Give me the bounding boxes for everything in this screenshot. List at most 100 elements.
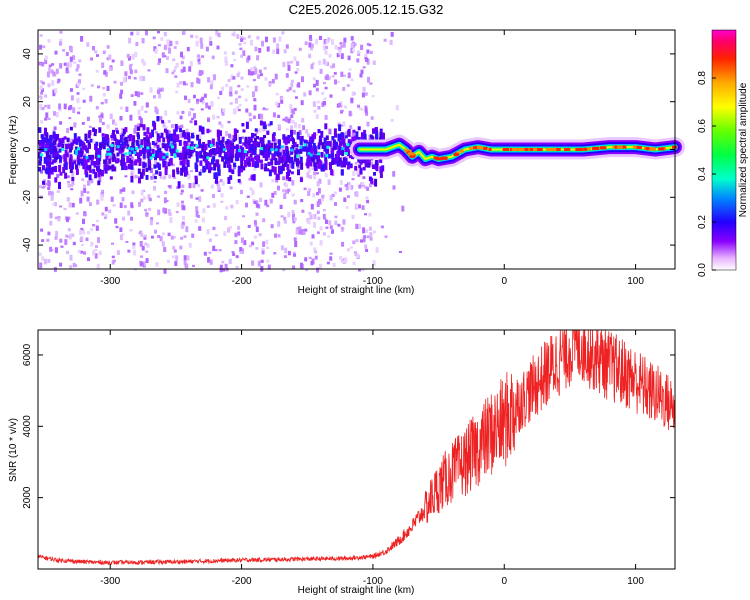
spectrogram-noise-cell bbox=[111, 260, 115, 265]
spectrogram-noise-cell bbox=[172, 58, 176, 62]
spectrogram-noise-cell bbox=[310, 43, 314, 48]
spectrogram-noise-cell bbox=[85, 237, 89, 242]
spectrogram-noise-cell bbox=[154, 48, 158, 54]
spectrogram-band-cell bbox=[196, 134, 200, 141]
spectrogram-band-cell bbox=[176, 170, 180, 175]
spectrogram-band-cell bbox=[80, 160, 84, 166]
spectrogram-noise-cell bbox=[287, 188, 291, 192]
spectrogram-band-cell bbox=[273, 151, 277, 156]
spectrogram-noise-cell bbox=[139, 261, 143, 267]
spectrogram-band-cell bbox=[220, 140, 224, 145]
spectrogram-noise-cell bbox=[165, 200, 169, 202]
spectrogram-noise-cell bbox=[259, 73, 263, 77]
spectrogram-noise-cell bbox=[212, 226, 216, 230]
spectrogram-band-cell bbox=[112, 153, 116, 160]
spectrogram-band-cell bbox=[216, 144, 220, 152]
spectrogram-noise-cell bbox=[136, 123, 140, 129]
spectrogram-band-cell bbox=[151, 129, 154, 138]
spectrogram-band-cell bbox=[242, 142, 246, 146]
spectrogram-band-cell bbox=[239, 145, 243, 152]
spectrogram-noise-cell bbox=[131, 53, 135, 60]
spectrogram-band-cell bbox=[119, 150, 123, 154]
spectrogram-band-cell bbox=[207, 140, 211, 146]
spectrogram-noise-cell bbox=[152, 149, 156, 156]
spectrogram-band-cell bbox=[360, 136, 364, 140]
spectrogram-band-cell bbox=[145, 167, 149, 172]
spectrogram-noise-cell bbox=[267, 123, 271, 127]
spectrogram-band-cell bbox=[309, 162, 313, 167]
spectrogram-noise-cell bbox=[46, 71, 50, 78]
spectrogram-noise-cell bbox=[203, 251, 207, 256]
spectrogram-noise-cell bbox=[112, 119, 115, 125]
spectrogram-noise-cell bbox=[283, 216, 287, 221]
spectrogram-band-cell bbox=[137, 144, 141, 149]
spectrogram-noise-cell bbox=[301, 209, 305, 213]
spectrogram-noise-cell bbox=[355, 223, 359, 230]
spectrogram-noise-cell bbox=[249, 187, 253, 191]
spectrogram-noise-cell bbox=[39, 80, 43, 83]
spectrogram-noise-cell bbox=[245, 202, 248, 208]
spectrogram-noise-cell bbox=[76, 97, 80, 104]
spectrogram-noise-cell bbox=[142, 262, 146, 267]
spectrogram-noise-cell bbox=[139, 75, 143, 82]
spectrogram-band-cell bbox=[221, 143, 225, 148]
spectrogram-noise-cell bbox=[122, 187, 126, 192]
spectrogram-noise-cell bbox=[195, 211, 199, 217]
spectrogram-noise-cell bbox=[262, 218, 266, 223]
spectrogram-band-cell bbox=[249, 143, 253, 152]
spectrogram-noise-cell bbox=[318, 198, 321, 205]
spectrogram-noise-cell bbox=[277, 185, 280, 191]
spectrogram-noise-cell bbox=[214, 234, 218, 237]
spectrogram-band-cell bbox=[103, 164, 107, 171]
spectrogram-noise-cell bbox=[333, 191, 337, 195]
spectrogram-band-cell bbox=[122, 153, 126, 157]
spectrogram-band-cell bbox=[173, 143, 177, 150]
spectrogram-noise-cell bbox=[130, 216, 133, 221]
spectrogram-band-peak bbox=[206, 156, 210, 160]
spectrogram-noise-cell bbox=[218, 249, 222, 252]
spectrogram-band-cell bbox=[317, 145, 321, 150]
spectrogram-band-cell bbox=[251, 157, 255, 165]
spectrogram-noise-cell bbox=[321, 162, 324, 166]
spectrogram-noise-cell bbox=[325, 40, 329, 44]
colorbar-ticks: 0.00.20.40.60.8 bbox=[697, 71, 716, 277]
spectrogram-noise-cell bbox=[238, 103, 242, 107]
spectrogram-noise-cell bbox=[227, 120, 231, 124]
spectrogram-xtick-label: -100 bbox=[363, 276, 383, 287]
spectrogram-noise-cell bbox=[170, 235, 174, 240]
spectrogram-band-cell bbox=[199, 150, 203, 159]
spectrogram-noise-cell bbox=[102, 93, 106, 97]
spectrogram-noise-cell bbox=[172, 245, 176, 250]
spectrogram-band-cell bbox=[340, 169, 344, 176]
spectrogram-band-cell bbox=[101, 137, 105, 142]
spectrogram-band-cell bbox=[312, 154, 316, 161]
spectrogram-noise-cell bbox=[159, 236, 163, 242]
spectrogram-noise-cell bbox=[86, 231, 90, 235]
spectrogram-noise-cell bbox=[237, 108, 241, 112]
spectrogram-noise-cell bbox=[302, 231, 306, 235]
spectrogram-noise-cell bbox=[190, 34, 194, 38]
spectrogram-band-cell bbox=[293, 141, 297, 148]
spectrogram-band-peak bbox=[325, 154, 329, 158]
spectrogram-band-cell bbox=[268, 169, 272, 177]
spectrogram-noise-cell bbox=[125, 241, 129, 243]
spectrogram-band-cell bbox=[164, 166, 168, 170]
spectrogram-noise-cell bbox=[262, 241, 266, 247]
spectrogram-band-cell bbox=[113, 166, 117, 172]
spectrogram-band-cell bbox=[295, 144, 299, 148]
spectrogram-band-cell bbox=[108, 158, 112, 164]
spectrogram-noise-cell bbox=[331, 75, 335, 78]
spectrogram-band-cell bbox=[126, 144, 130, 149]
spectrogram-noise-cell bbox=[243, 41, 247, 45]
spectrogram-band-cell bbox=[346, 163, 350, 170]
spectrogram-band-cell bbox=[44, 127, 47, 136]
spectrogram-band-cell bbox=[73, 133, 77, 141]
spectrogram-noise-cell bbox=[280, 96, 284, 99]
spectrogram-noise-cell bbox=[139, 241, 143, 247]
spectrogram-noise-cell bbox=[242, 50, 246, 56]
spectrogram-noise-cell bbox=[357, 50, 361, 54]
spectrogram-noise-cell bbox=[119, 234, 123, 241]
spectrogram-band-cell bbox=[240, 154, 244, 163]
spectrogram-band-cell bbox=[340, 160, 344, 168]
spectrogram-noise-cell bbox=[162, 207, 166, 213]
